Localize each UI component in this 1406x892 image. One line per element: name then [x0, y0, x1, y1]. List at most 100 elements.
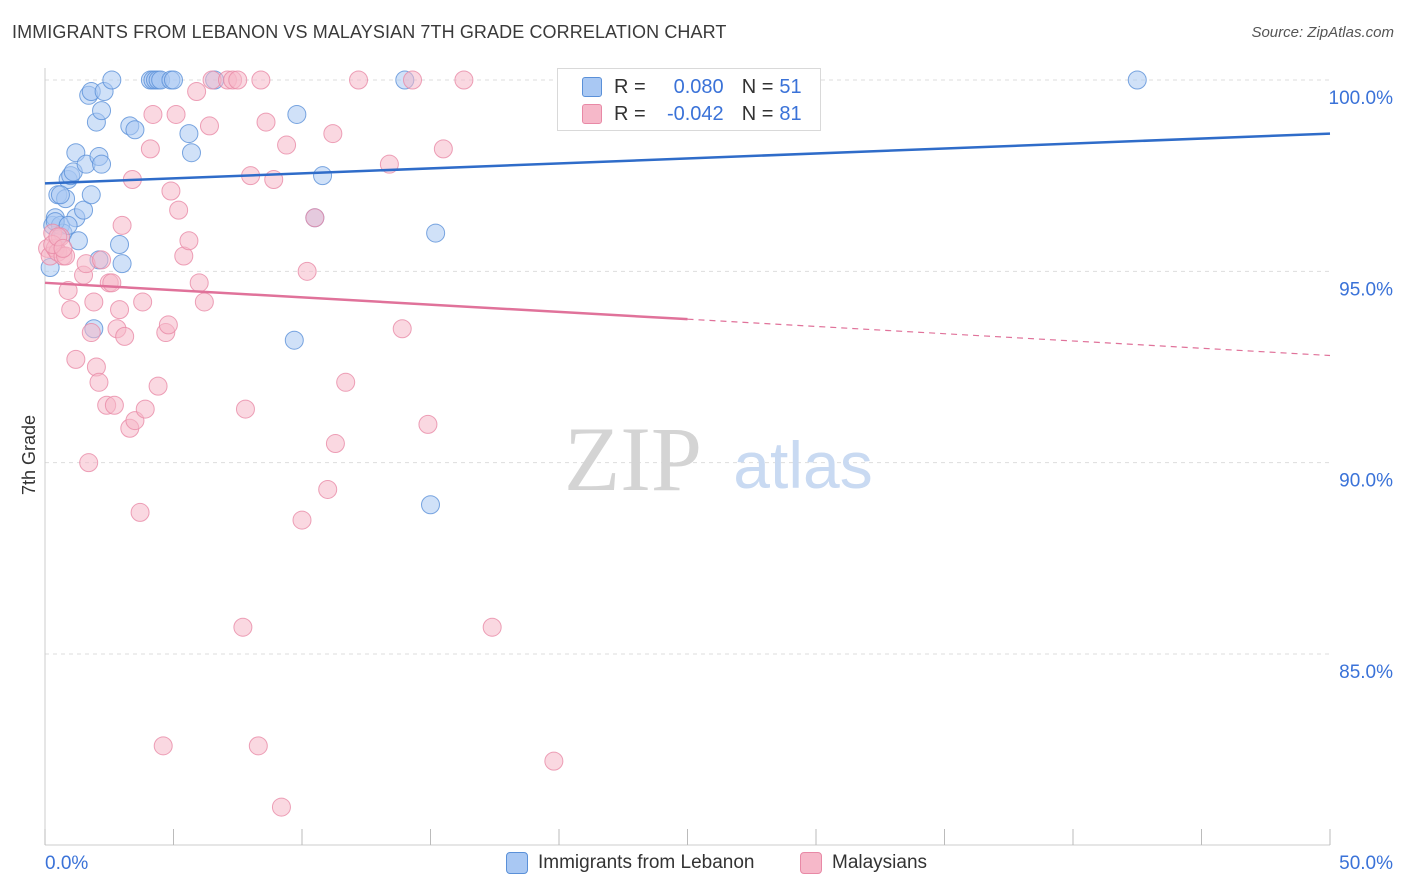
- legend-swatch-pink: [582, 104, 602, 124]
- lebanon-point: [125, 120, 145, 140]
- chart-title: IMMIGRANTS FROM LEBANON VS MALAYSIAN 7TH…: [12, 22, 727, 42]
- malaysian-point: [153, 736, 173, 756]
- malaysian-point: [277, 135, 297, 155]
- lebanon-point: [1127, 70, 1147, 90]
- x-tick-label: 50.0%: [1339, 853, 1393, 874]
- malaysian-point: [323, 124, 343, 144]
- lebanon-point: [181, 143, 201, 163]
- legend-r-label: R =: [614, 75, 646, 98]
- trend-line: [44, 132, 1331, 185]
- malaysian-point: [66, 349, 86, 369]
- malaysian-point: [158, 315, 178, 335]
- malaysian-point: [84, 292, 104, 312]
- legend-row-malaysians: R = -0.042 N = 81: [582, 101, 802, 127]
- malaysian-point: [228, 70, 248, 90]
- lebanon-point: [313, 166, 333, 186]
- stats-legend: R = 0.080 N = 51 R = -0.042 N = 81: [557, 68, 821, 131]
- malaysian-point: [256, 112, 276, 132]
- malaysian-point: [110, 300, 130, 320]
- malaysian-point: [133, 292, 153, 312]
- malaysian-point: [140, 139, 160, 159]
- y-tick-label: 90.0%: [1339, 471, 1393, 492]
- lebanon-point: [164, 70, 183, 90]
- legend-n-label: N =: [741, 75, 774, 98]
- lebanon-point: [284, 330, 304, 350]
- legend-swatch-blue: [582, 77, 602, 97]
- lebanon-point: [68, 231, 88, 251]
- trend-line-extrapolated: [687, 318, 1331, 357]
- malaysian-point: [130, 502, 150, 522]
- legend-r-label: R =: [614, 102, 646, 125]
- x-tick-label: 0.0%: [45, 853, 88, 874]
- lebanon-point: [179, 124, 199, 144]
- y-axis-label: 7th Grade: [19, 415, 39, 495]
- lebanon-point: [81, 185, 101, 205]
- bottom-legend-malaysians: Malaysians: [800, 852, 927, 874]
- malaysian-point: [58, 280, 78, 300]
- malaysian-point: [325, 434, 345, 454]
- bottom-legend-swatch-blue: [506, 852, 528, 874]
- y-tick-label: 100.0%: [1329, 88, 1394, 109]
- malaysian-point: [169, 200, 189, 220]
- malaysian-point: [61, 300, 81, 320]
- lebanon-point: [112, 254, 132, 274]
- bottom-legend-label: Malaysians: [832, 852, 928, 873]
- malaysian-point: [81, 323, 101, 343]
- watermark-atlas: atlas: [733, 428, 872, 502]
- malaysian-point: [79, 453, 99, 473]
- y-tick-label: 85.0%: [1339, 662, 1393, 683]
- malaysian-point: [305, 208, 325, 228]
- malaysian-point: [143, 104, 163, 124]
- malaysian-point: [418, 414, 438, 434]
- malaysian-point: [179, 231, 199, 251]
- malaysian-point: [433, 139, 453, 159]
- lebanon-point: [74, 200, 94, 220]
- trend-lines: [44, 132, 1331, 357]
- malaysian-point: [544, 751, 564, 771]
- malaysian-point: [102, 273, 122, 293]
- lebanon-point: [50, 185, 70, 205]
- legend-r-value: -0.042: [666, 102, 724, 125]
- data-points: [38, 70, 1147, 817]
- bottom-legend-label: Immigrants from Lebanon: [538, 852, 755, 873]
- legend-row-lebanon: R = 0.080 N = 51: [582, 74, 802, 100]
- malaysian-point: [189, 273, 209, 293]
- malaysian-point: [318, 479, 338, 499]
- malaysian-point: [235, 399, 255, 419]
- lebanon-point: [426, 223, 446, 243]
- malaysian-point: [112, 215, 132, 235]
- malaysian-point: [349, 70, 369, 90]
- malaysian-point: [482, 617, 502, 637]
- malaysian-point: [194, 292, 214, 312]
- malaysian-point: [199, 116, 219, 136]
- malaysian-point: [135, 399, 155, 419]
- malaysian-point: [161, 181, 181, 201]
- grid-lines: [45, 79, 1330, 655]
- y-tick-label: 95.0%: [1339, 279, 1393, 300]
- malaysian-point: [336, 372, 356, 392]
- tick-labels: 100.0% 95.0% 90.0% 85.0% 0.0% 50.0%: [45, 88, 1393, 874]
- watermark-zip: ZIP: [564, 408, 702, 510]
- lebanon-point: [110, 235, 130, 255]
- axes: [44, 68, 1331, 846]
- malaysian-point: [148, 376, 168, 396]
- malaysian-point: [187, 81, 207, 101]
- malaysian-point: [115, 326, 135, 346]
- trend-line: [44, 281, 688, 321]
- legend-n-value: 51: [779, 75, 802, 98]
- malaysian-point: [392, 319, 412, 339]
- malaysian-point: [53, 238, 73, 258]
- malaysian-point: [251, 70, 271, 90]
- lebanon-point: [421, 495, 440, 515]
- malaysian-point: [166, 104, 186, 124]
- lebanon-point: [92, 154, 112, 174]
- lebanon-point: [102, 70, 122, 90]
- legend-n-label: N =: [741, 102, 774, 125]
- malaysian-point: [271, 797, 291, 817]
- malaysian-point: [454, 70, 474, 90]
- bottom-legend-lebanon: Immigrants from Lebanon: [506, 852, 755, 874]
- legend-n-value: 81: [779, 102, 802, 125]
- malaysian-point: [292, 510, 312, 530]
- lebanon-point: [287, 104, 307, 124]
